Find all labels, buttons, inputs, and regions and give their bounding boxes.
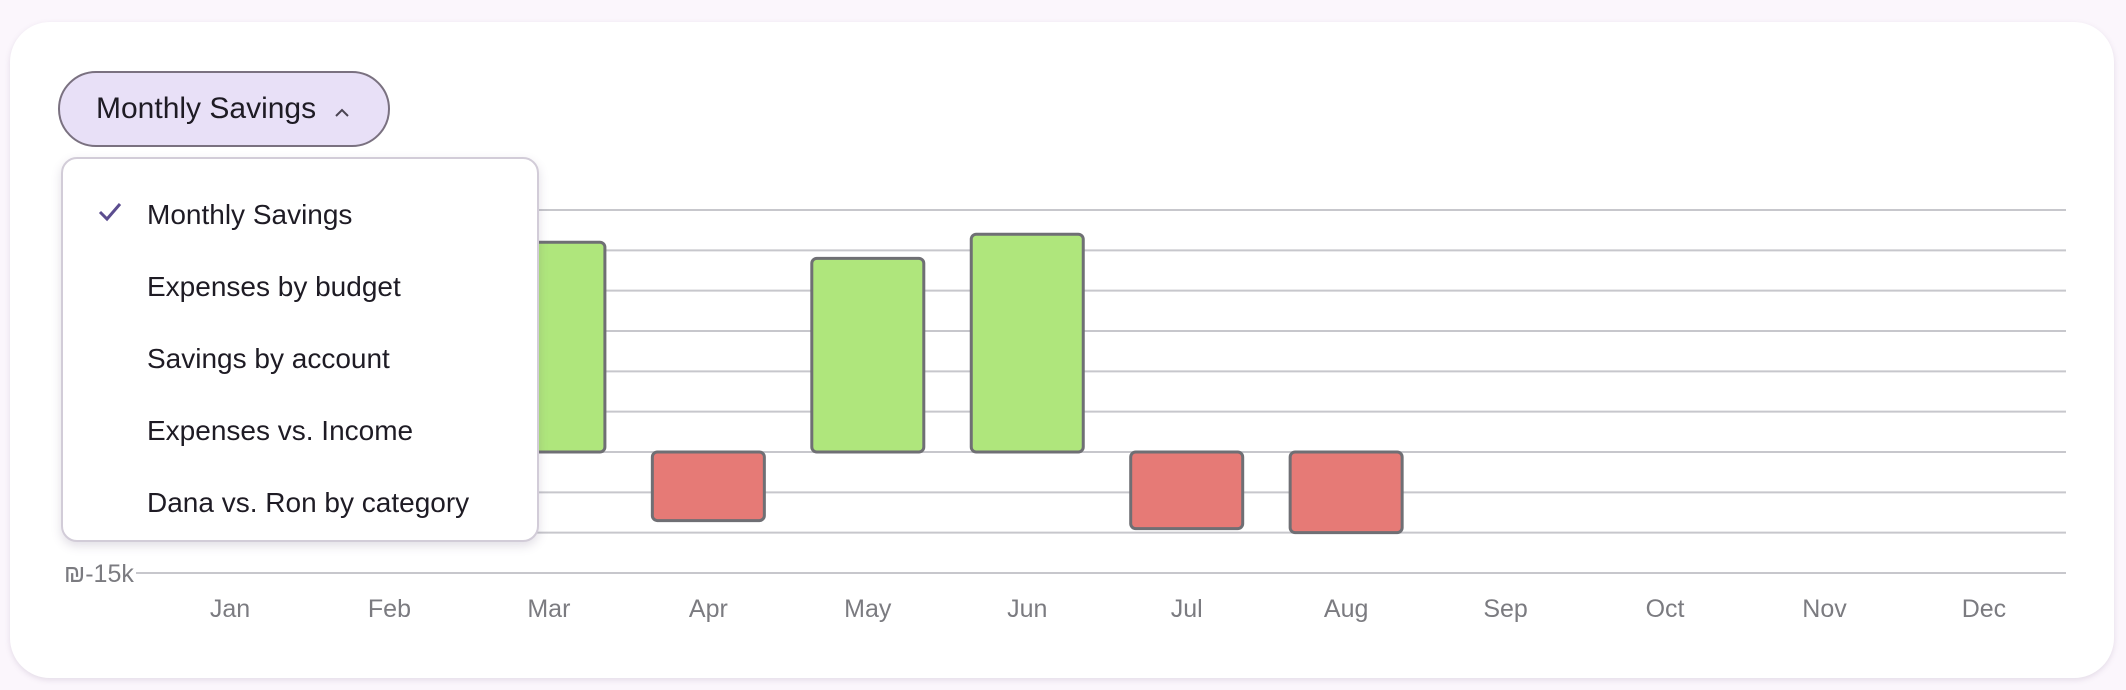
label-layer: ₪-15k Jan Feb Mar Apr May Jun Jul Aug Sep Oct Nov De… [64,560,2006,623]
bar-aug[interactable] [1288,450,1404,535]
menu-item-label: Monthly Savings [147,199,353,230]
x-tick-label: Nov [1802,595,1847,623]
x-tick-label: Apr [689,595,728,623]
chart-type-select[interactable]: Monthly Savings [58,71,390,147]
x-tick-label: Oct [1646,595,1685,623]
bar-may[interactable] [810,256,926,454]
bar-jul[interactable] [1129,450,1245,531]
y-tick-label: ₪-15k [64,560,134,588]
bar-apr[interactable] [650,450,766,523]
bar-jun[interactable] [969,232,1085,454]
chart-type-menu: Monthly Savings Expenses by budget Savin… [61,157,539,542]
x-tick-label: Jun [1007,595,1047,623]
x-tick-label: Feb [368,595,411,623]
chevron-up-icon [334,106,350,122]
x-tick-label: May [844,595,892,623]
menu-item-monthly-savings[interactable]: Monthly Savings [63,179,537,251]
menu-item-label: Expenses by budget [147,271,401,302]
check-icon [97,201,123,223]
x-tick-label: Jan [210,595,250,623]
menu-item-label: Expenses vs. Income [147,415,414,446]
menu-item-savings-by-account[interactable]: Savings by account [63,323,537,395]
x-tick-label: Sep [1483,595,1527,623]
chart-type-select-label: Monthly Savings [96,92,317,125]
menu-item-expenses-vs-income[interactable]: Expenses vs. Income [63,395,537,467]
x-tick-label: Jul [1171,595,1203,623]
x-tick-label: Aug [1324,595,1368,623]
x-tick-label: Dec [1962,595,2006,623]
bar-layer [491,232,1404,535]
menu-item-label: Dana vs. Ron by category [147,487,470,518]
menu-item-label: Savings by account [147,343,390,374]
x-tick-label: Mar [527,595,570,623]
menu-item-dana-vs-ron[interactable]: Dana vs. Ron by category [63,467,537,539]
menu-item-expenses-by-budget[interactable]: Expenses by budget [63,251,537,323]
